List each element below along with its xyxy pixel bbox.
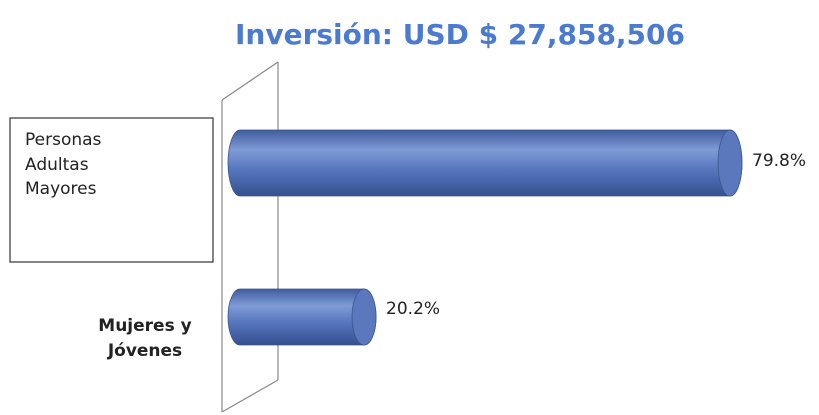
value-label: 79.8% xyxy=(752,151,806,171)
value-label: 20.2% xyxy=(386,299,440,319)
category-label: Personas Adultas Mayores xyxy=(25,130,102,200)
chart-title: Inversión: USD $ 27,858,506 xyxy=(235,18,685,51)
bar xyxy=(227,129,743,197)
axis-wall xyxy=(221,61,279,413)
category-label: Mujeres y Jóvenes xyxy=(98,316,192,361)
category-box xyxy=(9,117,214,263)
bar-cap xyxy=(351,288,377,346)
bar-cap xyxy=(717,129,743,197)
